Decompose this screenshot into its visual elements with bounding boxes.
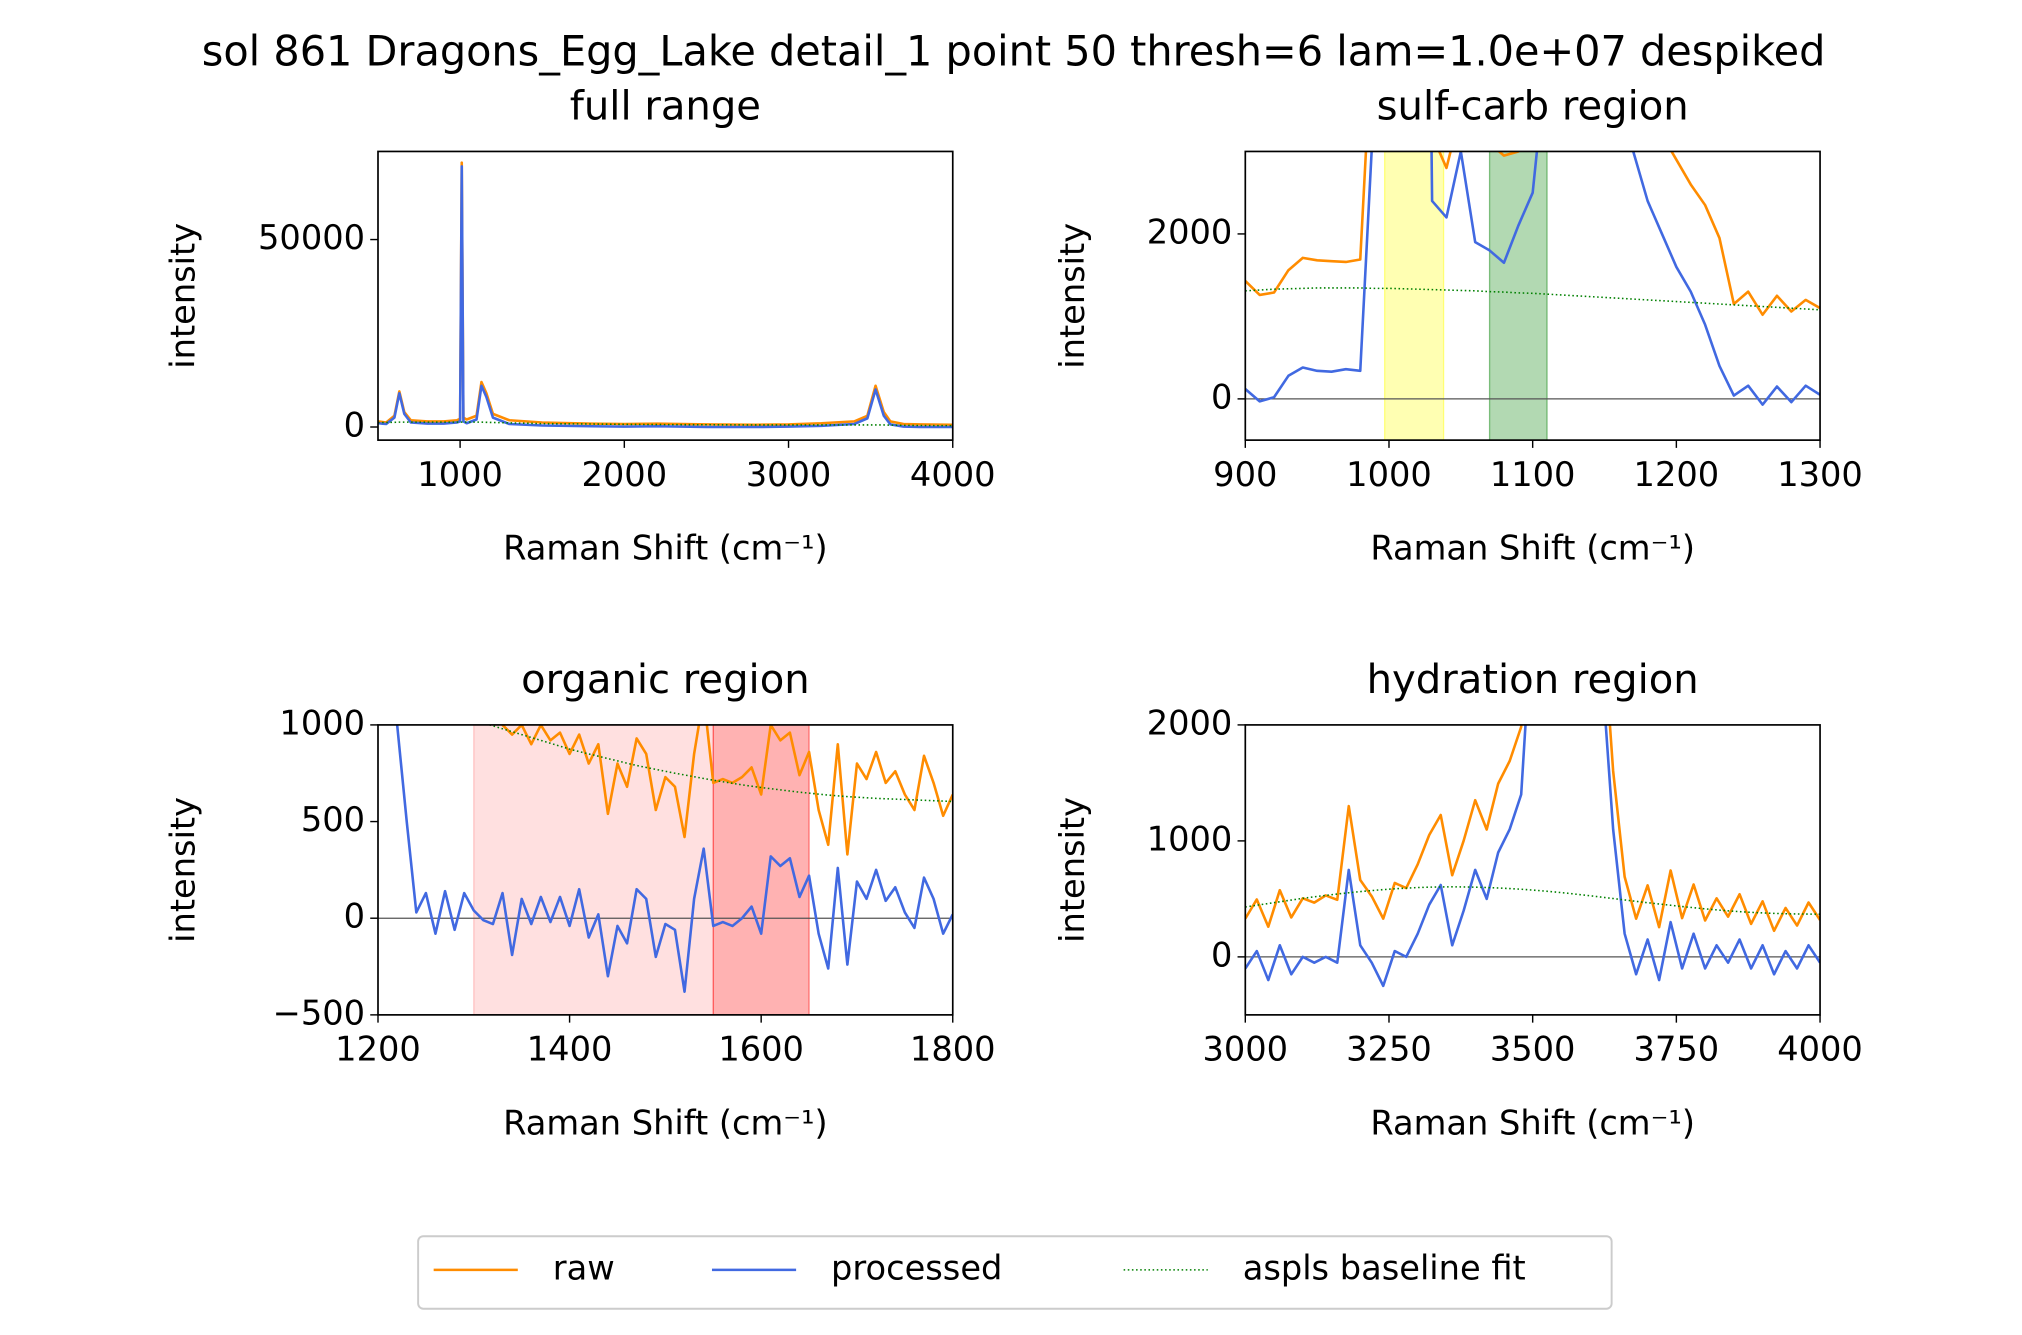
figure-title: sol 861 Dragons_Egg_Lake detail_1 point … — [202, 27, 1826, 75]
x-tick-label: 900 — [1213, 455, 1277, 494]
y-axis-label: intensity — [1053, 797, 1092, 943]
y-tick-label: −500 — [273, 993, 365, 1032]
subplot: 1000 2000 3000 4000 0 50000 full range Raman Sh… — [164, 84, 996, 568]
x-tick-label: 1200 — [1634, 455, 1720, 494]
legend-label: aspls baseline fit — [1243, 1248, 1526, 1287]
series-line — [1245, 724, 1821, 988]
y-tick-label: 50000 — [258, 218, 365, 257]
x-tick-label: 1400 — [527, 1030, 613, 1069]
x-tick-label: 1100 — [1490, 455, 1576, 494]
x-tick-label: 4000 — [1777, 1030, 1863, 1069]
x-tick-label: 1200 — [335, 1030, 421, 1069]
y-tick-label: 1000 — [1147, 819, 1233, 858]
x-tick-label: 3750 — [1634, 1030, 1720, 1069]
highlight-span — [1488, 151, 1548, 441]
x-tick-label: 1300 — [1777, 455, 1863, 494]
y-axis-label: intensity — [1053, 223, 1092, 369]
subplot-title: organic region — [521, 657, 810, 703]
subplot-title: sulf-carb region — [1377, 84, 1689, 130]
legend-label: processed — [831, 1248, 1002, 1287]
legend-frame — [417, 1235, 1613, 1310]
axes-frame — [377, 150, 954, 441]
y-axis-label: intensity — [164, 223, 203, 369]
highlight-span — [712, 724, 810, 1015]
x-tick-label: 3000 — [1202, 1030, 1288, 1069]
y-tick-label: 0 — [1211, 935, 1232, 974]
series-line — [1245, 151, 1821, 317]
x-tick-label: 4000 — [910, 455, 996, 494]
subplot: 3000 3250 3500 3750 4000 0 1000 2000 hydration r… — [1053, 657, 1863, 1142]
y-tick-label: 0 — [1211, 377, 1232, 416]
x-tick-label: 1800 — [910, 1030, 996, 1069]
x-tick-label: 1000 — [1346, 455, 1432, 494]
x-tick-label: 3000 — [746, 455, 832, 494]
x-axis-label: Raman Shift (cm⁻¹) — [1370, 1103, 1695, 1142]
y-tick-label: 0 — [344, 897, 365, 936]
plot-area — [377, 724, 953, 1015]
series-line — [1245, 287, 1821, 311]
series-line — [395, 724, 953, 993]
series-line — [1245, 151, 1821, 406]
x-axis-label: Raman Shift (cm⁻¹) — [503, 1103, 828, 1142]
y-axis-label: intensity — [164, 797, 203, 943]
x-tick-label: 2000 — [582, 455, 668, 494]
series-line — [501, 724, 953, 856]
plot-area — [1245, 151, 1821, 441]
series-line — [377, 421, 953, 427]
subplot-title: hydration region — [1367, 657, 1699, 703]
y-tick-label: 500 — [301, 800, 365, 839]
highlight-span — [473, 724, 714, 1015]
highlight-span — [1384, 151, 1445, 441]
x-tick-label: 1600 — [718, 1030, 804, 1069]
y-tick-label: 1000 — [279, 703, 365, 742]
subplot-title: full range — [570, 84, 761, 130]
x-tick-label: 1000 — [417, 455, 503, 494]
subplot: 1200 1400 1600 1800 −500 0 500 1000 organic regi… — [164, 657, 996, 1142]
subplot: 900 1000 1100 1200 1300 0 2000 sulf-carb region… — [1053, 84, 1863, 568]
y-tick-label: 2000 — [1147, 212, 1233, 251]
x-axis-label: Raman Shift (cm⁻¹) — [1370, 529, 1695, 568]
series-line — [1245, 886, 1821, 915]
plot-area — [1245, 724, 1821, 988]
x-axis-label: Raman Shift (cm⁻¹) — [503, 529, 828, 568]
legend: raw processed aspls baseline fit — [417, 1235, 1613, 1310]
x-tick-label: 3250 — [1346, 1030, 1432, 1069]
axes-frame — [377, 724, 954, 1016]
series-line — [377, 165, 953, 429]
legend-label: raw — [553, 1248, 615, 1287]
x-tick-label: 3500 — [1490, 1030, 1576, 1069]
y-tick-label: 2000 — [1147, 703, 1233, 742]
y-tick-label: 0 — [344, 406, 365, 445]
plot-area — [377, 161, 953, 429]
